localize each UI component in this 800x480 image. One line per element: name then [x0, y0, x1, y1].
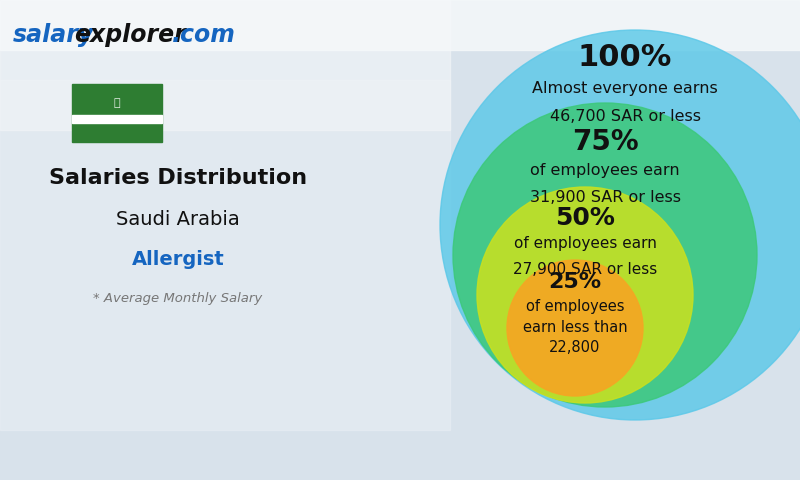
Text: explorer: explorer [74, 23, 186, 47]
Text: 100%: 100% [578, 44, 672, 72]
Text: earn less than: earn less than [522, 321, 627, 336]
Circle shape [507, 260, 643, 396]
Circle shape [477, 187, 693, 403]
Text: salary: salary [13, 23, 94, 47]
Bar [0, 0, 450, 130]
Text: Saudi Arabia: Saudi Arabia [116, 210, 240, 229]
Text: 50%: 50% [555, 206, 615, 230]
Bar [0, 80, 450, 430]
Bar [72, 115, 162, 123]
Bar [0, 0, 800, 50]
Text: * Average Monthly Salary: * Average Monthly Salary [94, 292, 262, 305]
Text: 46,700 SAR or less: 46,700 SAR or less [550, 108, 701, 123]
Text: of employees: of employees [526, 299, 624, 313]
Bar [72, 84, 162, 142]
Circle shape [440, 30, 800, 420]
Text: 27,900 SAR or less: 27,900 SAR or less [513, 263, 657, 277]
Text: .com: .com [172, 23, 236, 47]
Text: Salaries Distribution: Salaries Distribution [49, 168, 307, 188]
Text: 75%: 75% [572, 128, 638, 156]
Text: Allergist: Allergist [132, 250, 224, 269]
Text: 25%: 25% [549, 272, 602, 292]
Text: 22,800: 22,800 [550, 340, 601, 356]
Text: Almost everyone earns: Almost everyone earns [532, 81, 718, 96]
Text: ﷼: ﷼ [114, 97, 120, 108]
Text: 31,900 SAR or less: 31,900 SAR or less [530, 190, 681, 204]
Text: of employees earn: of employees earn [530, 163, 680, 178]
Text: of employees earn: of employees earn [514, 237, 657, 252]
Circle shape [453, 103, 757, 407]
